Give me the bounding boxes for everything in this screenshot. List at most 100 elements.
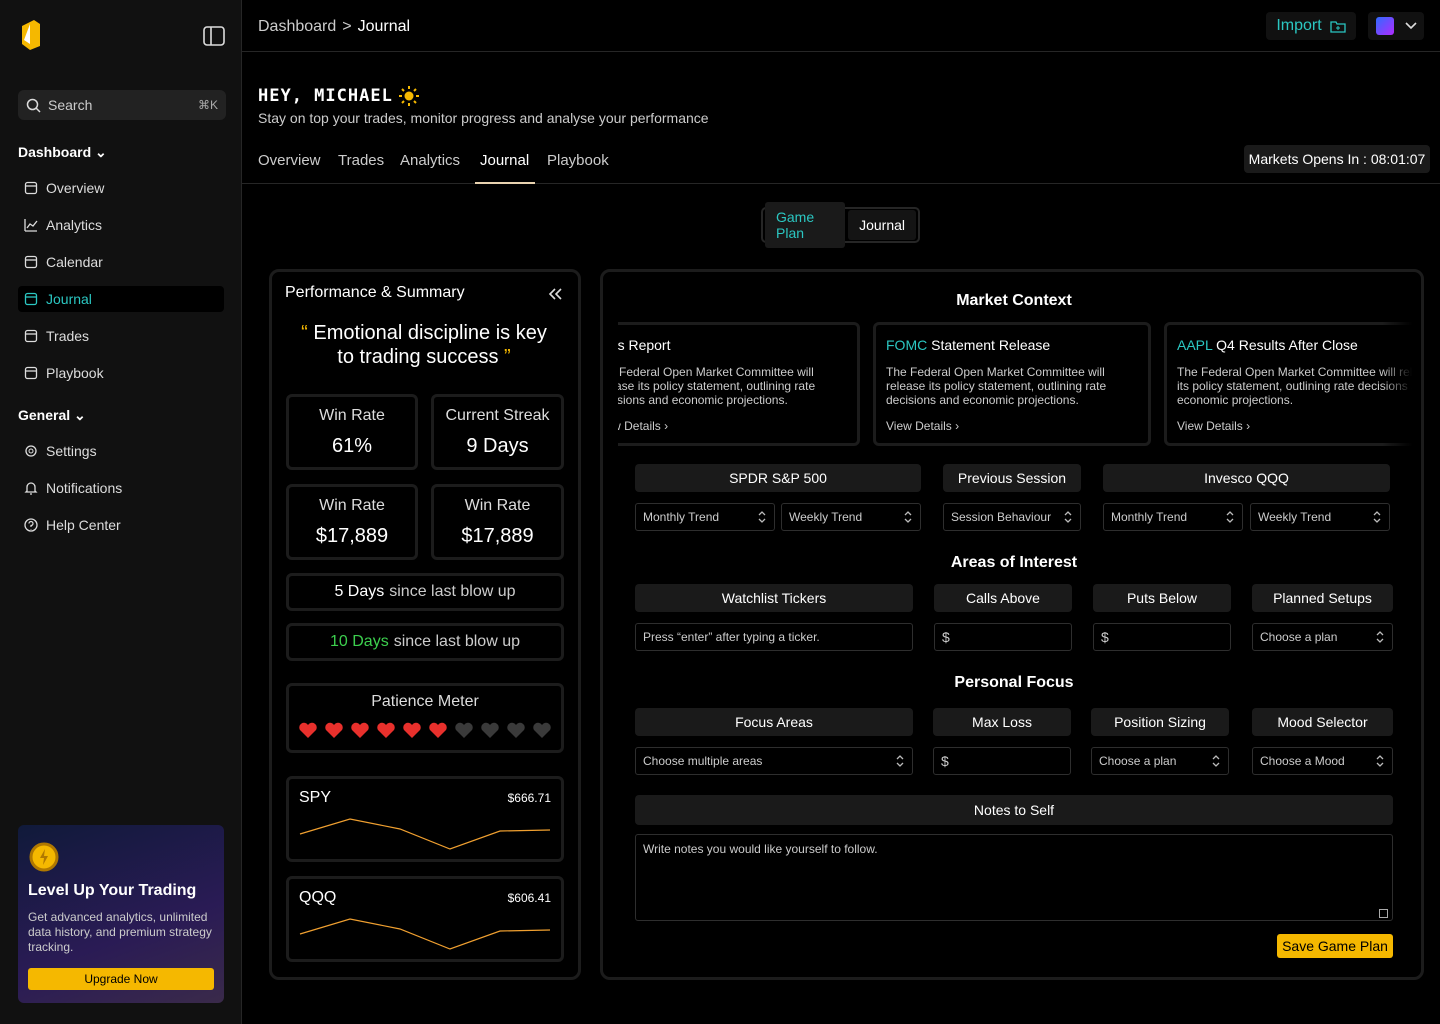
tab[interactable]: Playbook [547, 152, 609, 169]
select[interactable]: Monthly Trend [635, 503, 775, 531]
tab-underline [475, 182, 535, 184]
select[interactable]: Monthly Trend [1103, 503, 1243, 531]
select[interactable]: Choose multiple areas [635, 747, 913, 775]
event-name: Q4 Results After Close [1216, 337, 1358, 353]
notes-textarea[interactable]: Write notes you would like yourself to f… [635, 834, 1393, 921]
event-link[interactable]: View Details › [886, 419, 960, 433]
placeholder: $ [942, 629, 950, 645]
heart-full [324, 721, 344, 739]
icon [24, 329, 38, 343]
topbar [242, 0, 1440, 52]
chevron [1375, 754, 1385, 768]
chevron [1372, 510, 1382, 524]
greeting: HEY, MICHAEL [258, 86, 419, 106]
toggle-option-active[interactable]: Game Plan [765, 202, 846, 248]
select-value: Weekly Trend [1258, 510, 1332, 524]
tab[interactable]: Overview [258, 152, 321, 169]
field-label: Mood Selector [1252, 708, 1393, 736]
select[interactable]: Weekly Trend [1250, 503, 1390, 531]
stat-value: $17,889 [461, 524, 534, 547]
nav-item[interactable]: Settings [18, 438, 224, 464]
link-label: View Details [618, 419, 661, 433]
select-value: Choose multiple areas [643, 754, 763, 768]
text-input[interactable]: Press “enter” after typing a ticker. [635, 623, 913, 651]
event-link[interactable]: View Details › [618, 419, 847, 433]
select-value: Choose a Mood [1260, 754, 1345, 768]
nav-item[interactable]: Notifications [18, 475, 224, 501]
nav-item[interactable]: Playbook [18, 360, 224, 386]
event-card[interactable]: FOMC Statement Release The Federal Open M… [873, 322, 1151, 446]
tab[interactable]: Trades [338, 152, 385, 169]
icon [24, 255, 38, 269]
group-header: SPDR S&P 500 [635, 464, 921, 492]
text-input[interactable]: $ [934, 623, 1072, 651]
quote-mark: ” [504, 346, 511, 368]
nav-item-active[interactable]: Journal [18, 286, 224, 312]
text-input[interactable]: $ [933, 747, 1071, 775]
tab[interactable]: Analytics [400, 152, 461, 169]
field-label: Calls Above [934, 584, 1072, 612]
nav-item[interactable]: Calendar [18, 249, 224, 275]
section-title: Market Context [956, 292, 1072, 309]
select[interactable]: Choose a plan [1252, 623, 1393, 651]
select-value: Session Behaviour [951, 510, 1052, 524]
ticker-symbol: QQQ [299, 889, 337, 906]
heart-full [298, 721, 318, 739]
crumb[interactable]: Dashboard [258, 18, 337, 35]
chevron [1225, 510, 1235, 524]
section-title[interactable]: General ⌄ [18, 407, 86, 423]
event-title: AAPL Q4 Results After Close [1177, 337, 1412, 353]
ticker-card: SPY $666.71 [286, 776, 564, 862]
notes-header: Notes to Self [635, 795, 1393, 825]
tabs-border [242, 183, 1440, 184]
tab-active[interactable]: Journal [480, 152, 530, 169]
collapse-sidebar[interactable] [203, 26, 225, 46]
icon [25, 445, 37, 457]
ticker-price: $666.71 [507, 791, 551, 805]
select[interactable]: Choose a Mood [1252, 747, 1393, 775]
search-icon [26, 98, 41, 113]
toggle-option[interactable]: Journal [848, 210, 916, 240]
crumb: Journal [357, 18, 411, 35]
event-text: The Federal Open Market Committee will r… [618, 365, 816, 407]
account-menu[interactable] [1368, 12, 1424, 40]
avatar [1376, 17, 1394, 35]
select[interactable]: Choose a plan [1091, 747, 1229, 775]
event-card[interactable]: Jobs Report The Federal Open Market Commi… [618, 322, 860, 446]
search[interactable]: Search ⌘K [18, 90, 226, 120]
breadcrumb: Dashboard > Journal [258, 18, 410, 36]
nav-item[interactable]: Overview [18, 175, 224, 201]
collapse-panel[interactable] [547, 287, 563, 301]
save-button[interactable]: Save Game Plan [1277, 934, 1393, 958]
heart-full [350, 721, 370, 739]
select[interactable]: Session Behaviour [943, 503, 1081, 531]
section-title: Areas of Interest [950, 554, 1078, 571]
stat-card: Current Streak 9 Days [431, 394, 564, 470]
select-value: Choose a plan [1260, 630, 1338, 644]
upgrade-button[interactable]: Upgrade Now [28, 968, 214, 990]
chevron [895, 754, 905, 768]
sparkline [299, 918, 551, 950]
nav-item[interactable]: Analytics [18, 212, 224, 238]
select[interactable]: Weekly Trend [781, 503, 921, 531]
sidebar: Search ⌘K Dashboard ⌄ Overview Analytics… [0, 0, 242, 1024]
stat-label: Win Rate [319, 406, 385, 424]
promo-coin [29, 842, 59, 872]
event-card[interactable]: AAPL Q4 Results After Close The Federal O… [1164, 322, 1412, 446]
sun-icon [398, 86, 419, 106]
nav-label: Notifications [46, 480, 123, 496]
nav-item[interactable]: Trades [18, 323, 224, 349]
event-link[interactable]: View Details › [1177, 419, 1251, 433]
greeting-title: HEY, MICHAEL [258, 86, 393, 106]
section-title[interactable]: Dashboard ⌄ [18, 144, 107, 160]
group-header: Invesco QQQ [1103, 464, 1390, 492]
crumb-separator: > [342, 18, 352, 35]
text-input[interactable]: $ [1093, 623, 1231, 651]
icon [24, 482, 38, 495]
import-button[interactable]: Import [1266, 12, 1356, 40]
blowup-text: since last blow up [389, 583, 516, 600]
nav-item[interactable]: Help Center [18, 512, 224, 538]
select-value: Weekly Trend [789, 510, 863, 524]
link-label: View Details [1177, 419, 1243, 433]
